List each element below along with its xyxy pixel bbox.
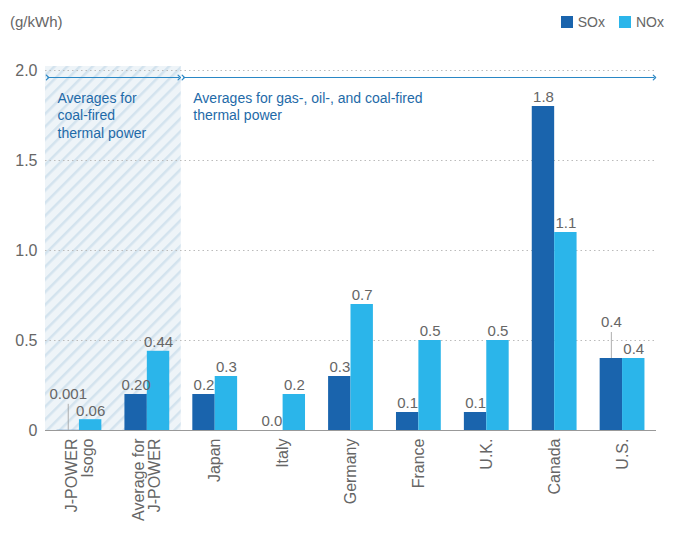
svg-text:U.S.: U.S. [614, 439, 631, 470]
svg-text:0.2: 0.2 [284, 376, 305, 393]
svg-text:1.5: 1.5 [15, 152, 37, 169]
svg-text:1.8: 1.8 [533, 88, 554, 105]
html-text:SOx: SOx [577, 14, 605, 30]
html-text:NOx: NOx [636, 14, 664, 30]
svg-text:0.4: 0.4 [623, 340, 644, 357]
svg-text:0.001: 0.001 [49, 385, 87, 402]
svg-text:0.06: 0.06 [76, 402, 105, 419]
svg-text:Averages forcoal-firedthermal: Averages forcoal-firedthermal power [58, 90, 147, 141]
svg-text:0.5: 0.5 [15, 332, 37, 349]
svg-text:0.1: 0.1 [465, 394, 486, 411]
svg-text:Canada: Canada [546, 438, 563, 494]
svg-text:0.20: 0.20 [122, 376, 151, 393]
svg-text:0.2: 0.2 [194, 376, 215, 393]
svg-text:J-POWERIsogo: J-POWERIsogo [63, 438, 96, 512]
svg-text:Average forJ-POWER: Average forJ-POWER [130, 438, 163, 521]
svg-text:U.K.: U.K. [478, 439, 495, 470]
svg-text:0.5: 0.5 [420, 322, 441, 339]
svg-text:Averages for gas-, oil-, and c: Averages for gas-, oil-, and coal-firedt… [193, 90, 422, 124]
svg-text:0.5: 0.5 [488, 322, 509, 339]
svg-text:Germany: Germany [342, 439, 359, 505]
svg-text:0.44: 0.44 [144, 333, 173, 350]
svg-text:0.0: 0.0 [261, 412, 282, 429]
svg-text:0.3: 0.3 [329, 358, 350, 375]
svg-text:Japan: Japan [206, 439, 223, 483]
svg-text:0.3: 0.3 [216, 358, 237, 375]
svg-text:2.0: 2.0 [15, 62, 37, 79]
svg-text:Italy: Italy [274, 439, 291, 468]
svg-text:0: 0 [29, 422, 38, 439]
svg-text:0.1: 0.1 [397, 394, 418, 411]
svg-text:0.7: 0.7 [352, 286, 373, 303]
svg-text:1.0: 1.0 [15, 242, 37, 259]
html-text:(g/kWh): (g/kWh) [10, 13, 63, 30]
svg-text:France: France [410, 438, 427, 488]
svg-text:0.4: 0.4 [601, 313, 622, 330]
svg-text:1.1: 1.1 [555, 214, 576, 231]
